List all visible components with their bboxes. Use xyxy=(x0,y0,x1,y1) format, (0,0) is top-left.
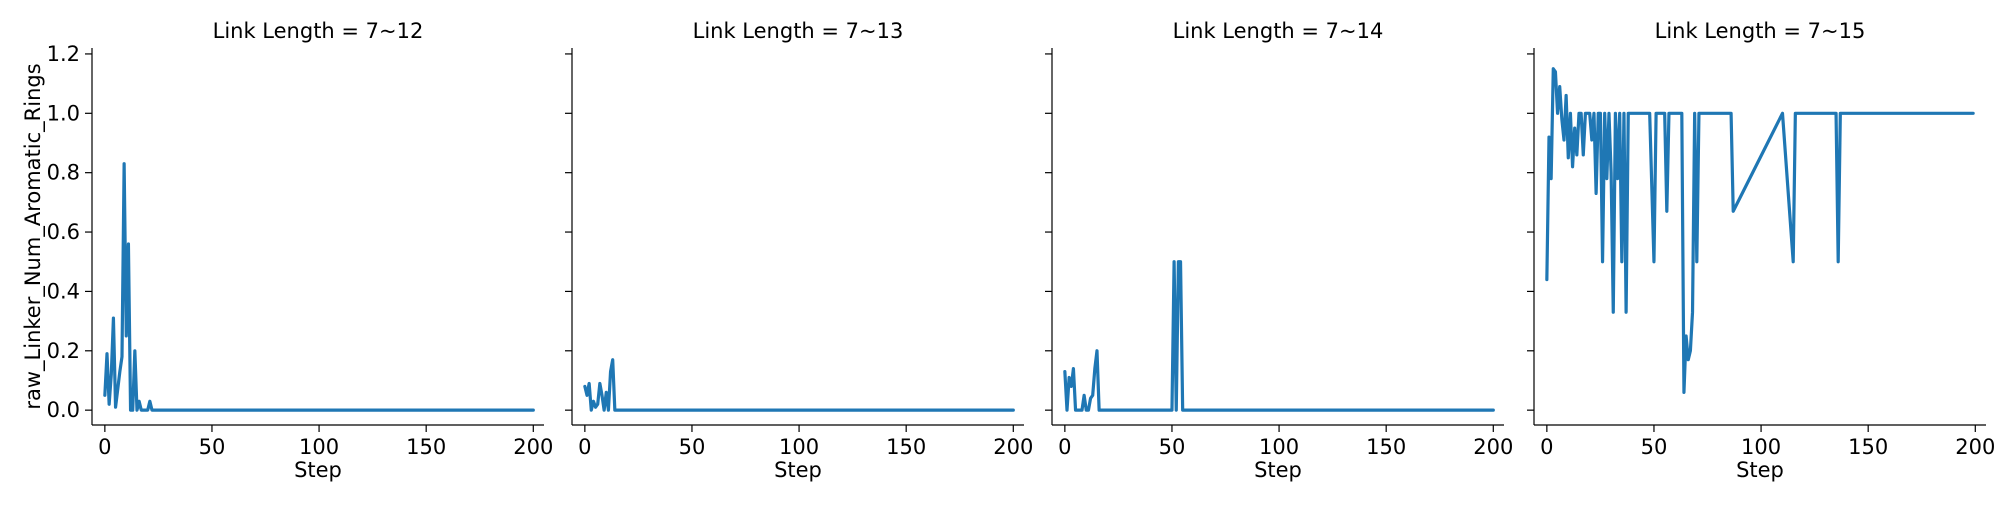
x-tick-label-1-200: 200 xyxy=(513,435,553,459)
y-tick-label-2: 0.4 xyxy=(47,279,80,303)
x-tick-label-2-150: 150 xyxy=(886,435,926,459)
y-tick-label-6: 1.2 xyxy=(47,42,80,66)
x-axis-title-3: Step xyxy=(1254,458,1302,482)
panel-title-4: Link Length = 7~15 xyxy=(1655,19,1866,43)
y-tick-label-1: 0.2 xyxy=(47,339,80,363)
series-line-2 xyxy=(583,358,1015,412)
x-tick-label-4-0: 0 xyxy=(1540,435,1553,459)
x-axis-title-1: Step xyxy=(294,458,342,482)
x-axis-title-2: Step xyxy=(774,458,822,482)
y-tick-label-4: 0.8 xyxy=(47,161,80,185)
y-tick-label-0: 0.0 xyxy=(47,398,80,422)
y-tick-label-3: 0.6 xyxy=(47,220,80,244)
x-tick-label-2-50: 50 xyxy=(679,435,706,459)
y-axis-title: raw_Linker_Num_Aromatic_Rings xyxy=(21,63,46,409)
x-tick-label-3-200: 200 xyxy=(1473,435,1513,459)
series-line-4 xyxy=(1545,67,1975,394)
x-tick-label-1-100: 100 xyxy=(299,435,339,459)
x-tick-label-3-150: 150 xyxy=(1366,435,1406,459)
x-axis-title-4: Step xyxy=(1736,458,1784,482)
series-line-1 xyxy=(103,162,535,412)
x-tick-label-1-0: 0 xyxy=(98,435,111,459)
x-tick-label-4-150: 150 xyxy=(1848,435,1888,459)
x-tick-label-3-50: 50 xyxy=(1159,435,1186,459)
series-line-3 xyxy=(1063,260,1495,412)
panel-title-3: Link Length = 7~14 xyxy=(1173,19,1384,43)
x-tick-label-1-150: 150 xyxy=(406,435,446,459)
x-tick-label-2-100: 100 xyxy=(779,435,819,459)
y-tick-label-5: 1.0 xyxy=(47,101,80,125)
x-tick-label-3-100: 100 xyxy=(1259,435,1299,459)
x-tick-label-4-100: 100 xyxy=(1741,435,1781,459)
panel-title-1: Link Length = 7~12 xyxy=(213,19,424,43)
panel-title-2: Link Length = 7~13 xyxy=(693,19,904,43)
x-tick-label-4-200: 200 xyxy=(1955,435,1995,459)
x-tick-label-3-0: 0 xyxy=(1058,435,1071,459)
x-tick-label-2-200: 200 xyxy=(993,435,1033,459)
x-tick-label-1-50: 50 xyxy=(199,435,226,459)
x-tick-label-4-50: 50 xyxy=(1641,435,1668,459)
x-tick-label-2-0: 0 xyxy=(578,435,591,459)
